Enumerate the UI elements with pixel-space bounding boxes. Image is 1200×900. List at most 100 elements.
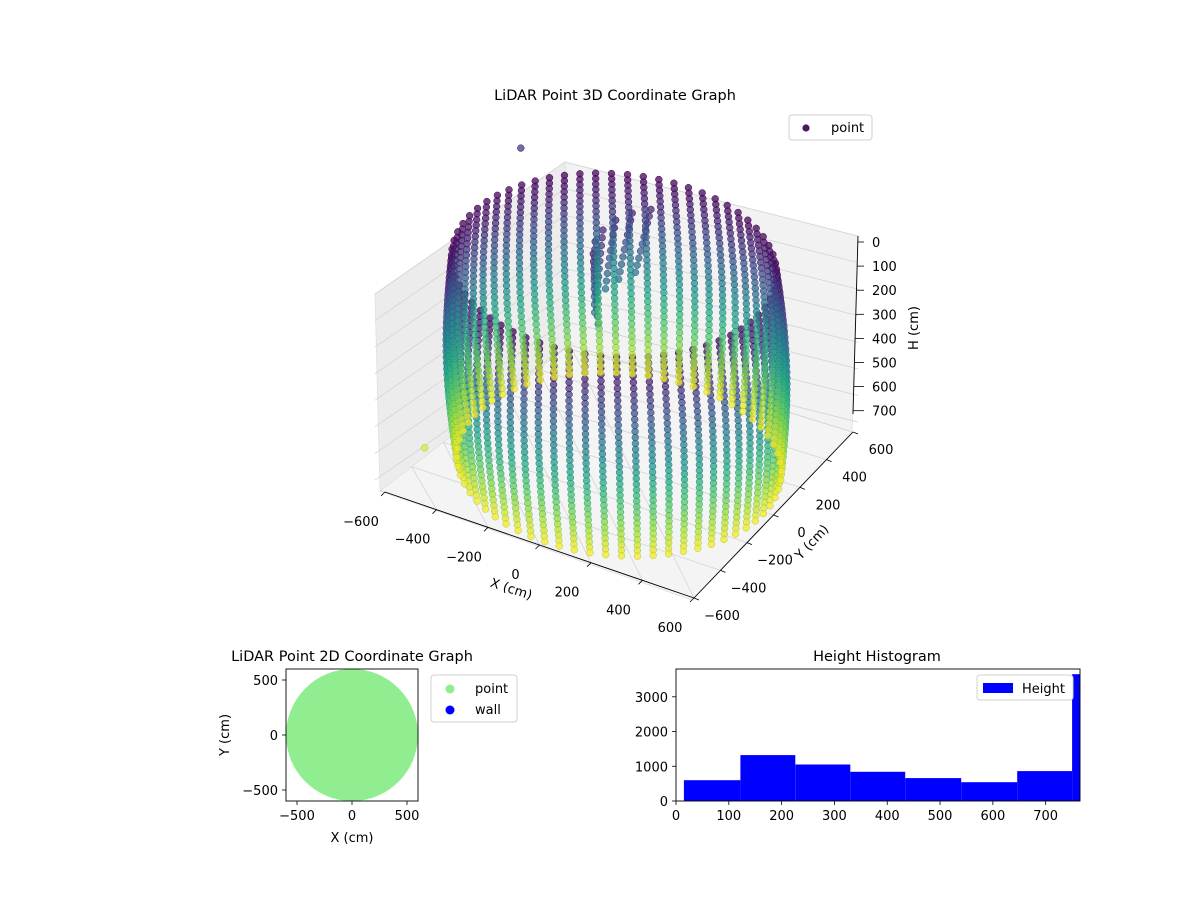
x-tick-label: 600: [658, 621, 683, 636]
point-3d: [694, 419, 702, 428]
point-3d: [660, 325, 668, 333]
point-3d: [765, 414, 774, 422]
point-3d: [490, 287, 498, 296]
legend-3d: point: [788, 114, 873, 141]
point-3d: [497, 378, 505, 386]
point-3d: [630, 391, 638, 399]
point-3d: [730, 351, 739, 360]
point-3d: [476, 379, 484, 387]
point-3d: [611, 300, 619, 308]
point-3d: [460, 480, 469, 488]
point-3d: [644, 359, 652, 367]
point-3d: [633, 261, 641, 269]
point-3d: [520, 349, 528, 357]
point-3d: [644, 353, 652, 361]
point-3d: [731, 298, 739, 306]
point-3d: [633, 552, 642, 560]
histogram-bar: [740, 755, 796, 801]
point-3d: [771, 493, 779, 502]
point-3d: [704, 363, 712, 371]
point-3d: [472, 348, 481, 357]
point-3d: [560, 266, 569, 275]
point-3d: [728, 394, 736, 402]
point-3d: [704, 351, 713, 359]
histogram-title: Height Histogram: [813, 649, 941, 665]
point-3d: [644, 365, 652, 373]
point-3d: [675, 378, 683, 386]
point-3d: [458, 370, 466, 378]
legend-histogram-label: Height: [1022, 682, 1065, 697]
plot-area-2d: [286, 669, 418, 801]
point-3d: [677, 386, 685, 394]
point-3d: [631, 421, 639, 430]
x-tick-label-hist: 0: [672, 809, 680, 824]
point-3d: [707, 403, 716, 411]
x-tick-label: 400: [606, 603, 631, 618]
point-3d: [751, 517, 759, 525]
point-3d: [580, 356, 588, 364]
point-3d: [467, 380, 475, 388]
point-3d: [533, 332, 541, 341]
point-3d: [518, 330, 527, 339]
point-3d: [581, 381, 589, 389]
point-3d: [579, 325, 587, 333]
point-3d: [662, 395, 670, 403]
point-3d: [533, 339, 542, 347]
point-3d: [777, 476, 785, 484]
point-3d: [628, 326, 636, 334]
point-3d: [704, 357, 712, 365]
x-tick: [638, 580, 643, 585]
x-tick-label-hist: 100: [716, 809, 741, 824]
histogram-bar: [961, 782, 1018, 801]
point-3d: [740, 395, 748, 403]
x-tick-label-2d: 0: [348, 809, 356, 824]
point-3d: [690, 339, 699, 348]
point-3d: [635, 254, 643, 262]
point-3d: [534, 394, 543, 402]
point-3d: [628, 351, 636, 359]
grid-line-x: [411, 466, 437, 510]
point-3d: [610, 264, 618, 273]
point-3d: [494, 347, 502, 355]
point-3d: [549, 387, 558, 395]
point-3d: [523, 380, 531, 388]
point-3d: [469, 301, 478, 309]
point-3d: [644, 346, 652, 355]
point-3d: [506, 348, 515, 356]
y-tick-label-hist: 2000: [635, 726, 668, 741]
point-3d: [498, 390, 507, 398]
point-3d: [611, 331, 620, 339]
point-3d: [595, 337, 604, 345]
point-3d: [581, 369, 589, 377]
legend-histogram: Height: [976, 674, 1074, 701]
ticks-3d: −600−400−2000200400600−600−400−200020040…: [343, 236, 897, 636]
point-3d: [614, 427, 623, 435]
point-3d: [646, 384, 654, 392]
point-3d: [630, 409, 639, 417]
point-3d: [496, 365, 504, 374]
point-3d: [599, 226, 607, 234]
point-3d: [545, 269, 553, 277]
point-3d: [549, 405, 558, 413]
point-3d: [627, 301, 636, 310]
point-3d: [549, 348, 557, 356]
point-3d: [476, 385, 485, 393]
point-3d: [597, 402, 606, 410]
point-3d: [717, 369, 725, 377]
histogram-bar: [1017, 771, 1073, 801]
point-3d: [532, 326, 541, 335]
point-3d: [507, 354, 515, 362]
point-3d: [703, 388, 711, 396]
point-3d: [548, 341, 557, 350]
point-3d: [774, 387, 782, 395]
point-3d: [596, 343, 604, 351]
point-3d: [470, 404, 478, 413]
point-3d: [581, 399, 589, 408]
point-3d: [660, 362, 668, 370]
point-3d: [564, 351, 573, 360]
point-3d: [718, 357, 726, 365]
chart-3d-title: LiDAR Point 3D Coordinate Graph: [494, 88, 736, 104]
x-tick-label-hist: 400: [875, 809, 900, 824]
x-tick: [380, 491, 386, 497]
point-3d: [678, 398, 686, 407]
